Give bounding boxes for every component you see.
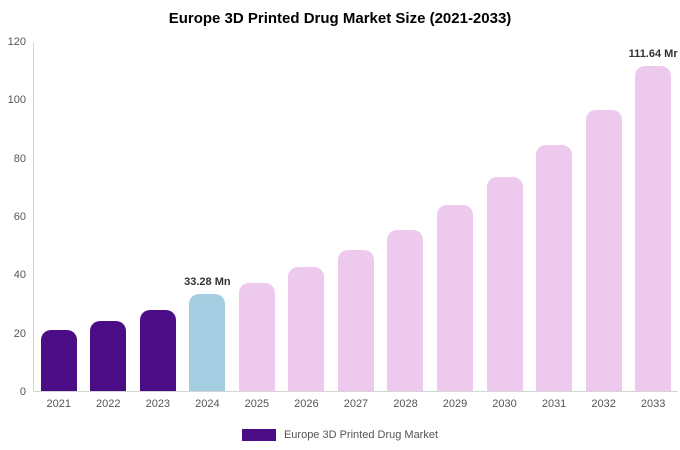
x-tick-label: 2025 [244,398,270,410]
bar-slot: 2027 [331,42,381,410]
bar-slot: 2033 111.64 Mr [628,42,678,410]
y-tick-label: 20 [13,327,26,340]
bar-slot: 2028 [381,42,431,410]
bar-slot: 2031 [529,42,579,410]
bar-slot: 2026 [282,42,332,410]
x-tick-label: 2028 [393,398,418,410]
bar-2021 [40,329,77,391]
x-tick-label: 2021 [46,398,71,410]
bar-2027 [337,249,374,391]
plot-area: 2021 2022 2023 2024 33.28 Mn 2025 2026 2027 2028… [33,42,678,410]
y-tick-label: 100 [7,94,26,107]
bar-2025 [238,283,275,391]
bar-slot: 2024 33.28 Mn [183,42,233,410]
x-tick-label: 2033 [640,398,666,410]
y-tick-label: 40 [13,269,26,282]
x-tick-label: 2031 [541,398,567,410]
bar-2022 [90,321,127,391]
bar-value-label: 33.28 Mn [184,276,231,289]
bar-slot: 2032 [579,42,629,410]
chart-title: Europe 3D Printed Drug Market Size (2021… [168,10,512,27]
bar-slot: 2030 [480,42,530,410]
legend: Europe 3D Printed Drug Market [0,429,680,441]
bar-2031 [536,145,573,391]
y-tick-label: 0 [19,386,26,398]
bar-2030 [486,177,523,391]
bar-2032 [585,110,622,391]
legend-label: Europe 3D Printed Drug Market [283,429,439,441]
x-tick-label: 2032 [591,398,616,410]
x-tick-label: 2029 [442,398,468,410]
bar-slot: 2029 [430,42,480,410]
legend-swatch [241,429,276,441]
x-tick-label: 2026 [294,398,319,410]
x-tick-label: 2027 [343,398,369,410]
bar-slot: 2021 [34,42,84,410]
bar-value-label: 111.64 Mr [628,48,678,61]
y-tick-label: 120 [7,36,26,48]
bar-slot: 2023 [133,42,183,410]
x-tick-label: 2023 [145,398,171,410]
bar-2024 [189,294,226,391]
x-tick-label: 2030 [492,398,517,410]
bar-slot: 2022 [84,42,134,410]
bar-slot: 2025 [232,42,282,410]
bar-2033 [635,66,672,391]
x-tick-label: 2024 [195,398,220,410]
y-tick-label: 60 [13,211,26,223]
x-tick-label: 2022 [96,398,121,410]
y-tick-label: 80 [13,152,26,165]
bar-2023 [139,309,176,391]
bar-2029 [437,204,474,391]
bar-2026 [288,267,325,391]
bar-2028 [387,229,424,391]
bars: 2021 2022 2023 2024 33.28 Mn 2025 2026 2027 2028… [34,42,678,410]
